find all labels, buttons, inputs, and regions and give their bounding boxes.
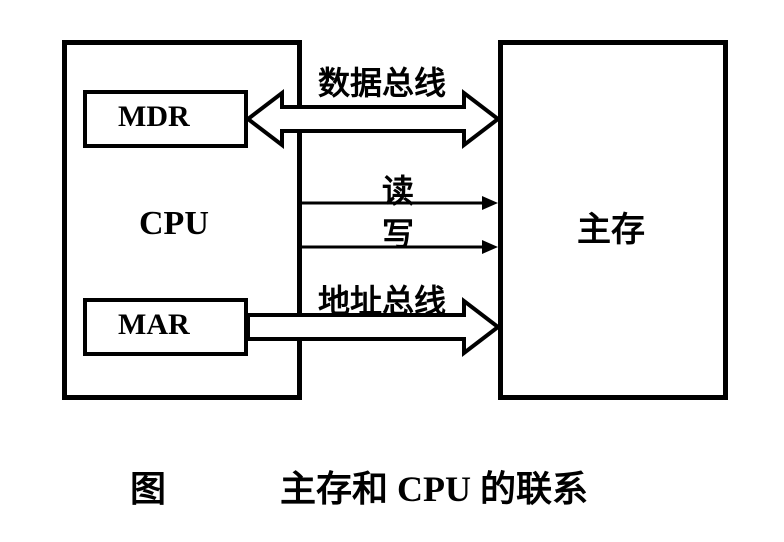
write-arrow-head (482, 240, 498, 254)
cpu-label: CPU (139, 205, 209, 243)
data-bus-label: 数据总线 (318, 58, 446, 104)
mdr-label: MDR (118, 100, 190, 134)
diagram-canvas: MDR CPU MAR 主存 数据总线 读 写 地址总线 图 主存和 CPU 的… (0, 0, 784, 542)
write-label: 写 (382, 209, 414, 255)
read-label: 读 (382, 166, 414, 212)
read-arrow-head (482, 196, 498, 210)
caption-text: 主存和 CPU 的联系 (280, 460, 588, 512)
memory-label: 主存 (577, 202, 645, 251)
caption-prefix: 图 (130, 460, 166, 512)
mar-label: MAR (118, 308, 190, 342)
address-bus-label: 地址总线 (318, 276, 446, 322)
